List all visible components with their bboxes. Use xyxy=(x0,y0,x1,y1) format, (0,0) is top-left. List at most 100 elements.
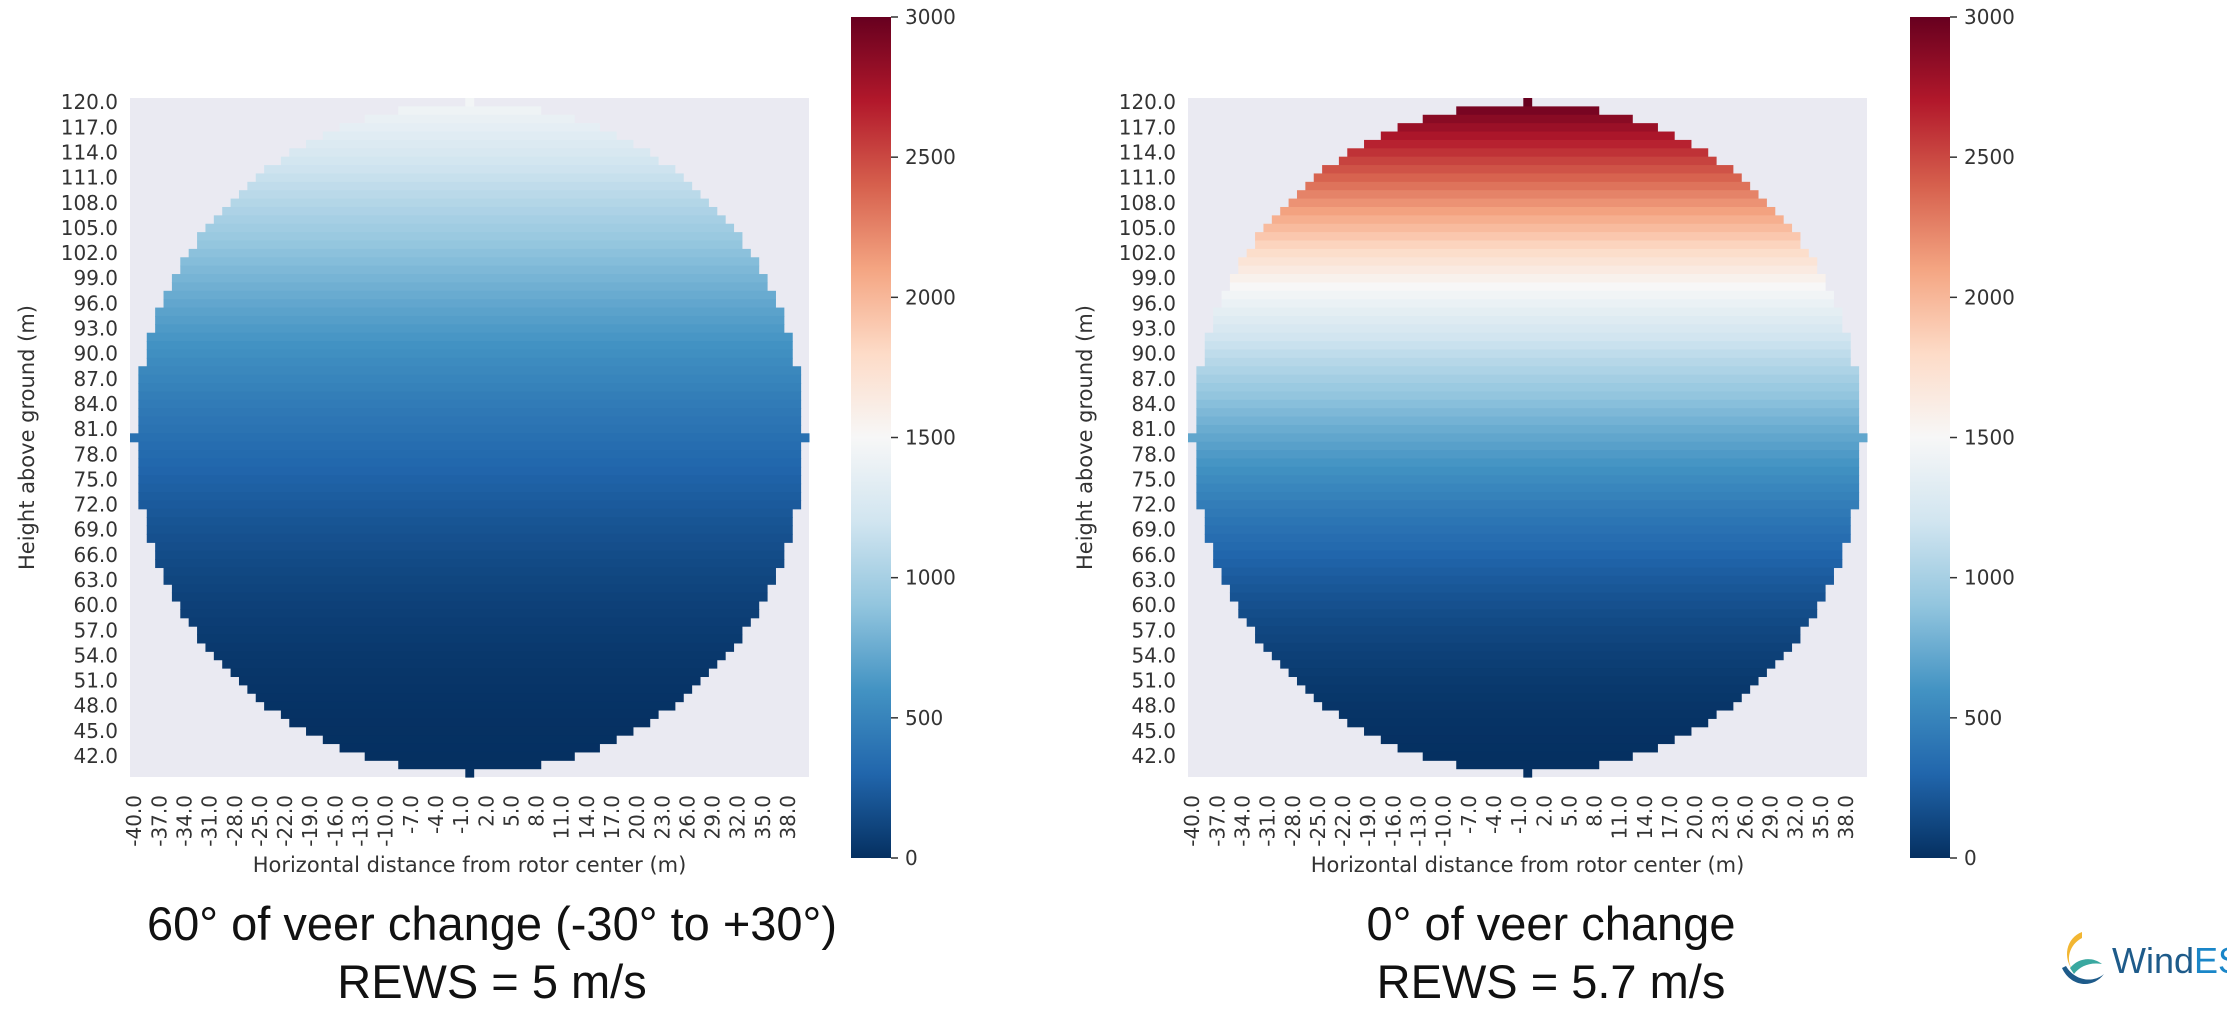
heatmap-row xyxy=(322,131,617,141)
heatmap-row xyxy=(163,575,776,585)
y-tick-label: 48.0 xyxy=(1131,694,1176,718)
heatmap-row xyxy=(180,600,760,610)
right-caption-line1: 0° of veer change xyxy=(1366,897,1736,950)
heatmap-row xyxy=(197,634,743,644)
y-tick-label: 69.0 xyxy=(1131,518,1176,542)
heatmap-row xyxy=(1422,751,1633,761)
heatmap-row xyxy=(1322,165,1734,175)
heatmap-row xyxy=(465,98,475,107)
heatmap-row xyxy=(1288,668,1767,678)
heatmap-row xyxy=(1204,533,1851,543)
x-tick-label: -13.0 xyxy=(1407,795,1431,847)
x-tick-label: -22.0 xyxy=(1331,795,1355,847)
colorbar-gradient xyxy=(1910,17,1950,858)
heatmap-row xyxy=(1196,366,1860,376)
heatmap-row xyxy=(138,441,802,451)
y-tick-label: 84.0 xyxy=(1131,392,1176,416)
y-tick-label: 63.0 xyxy=(73,568,118,592)
y-tick-label: 96.0 xyxy=(1131,291,1176,315)
heatmap-row xyxy=(1322,701,1734,711)
x-tick-label: -28.0 xyxy=(1281,795,1305,847)
heatmap-row xyxy=(280,709,659,719)
x-tick-label: 38.0 xyxy=(776,795,800,840)
heatmap-row xyxy=(339,743,600,753)
y-tick-label: 87.0 xyxy=(73,367,118,391)
y-tick-label: 90.0 xyxy=(73,342,118,366)
x-tick-label: 35.0 xyxy=(1809,795,1833,840)
x-tick-label: 38.0 xyxy=(1834,795,1858,840)
y-tick-label: 51.0 xyxy=(1131,669,1176,693)
heatmap-panel-right: 120.0117.0114.0111.0108.0105.0102.099.09… xyxy=(1073,5,2015,877)
heatmap-row xyxy=(247,684,693,694)
heatmap-row xyxy=(1229,282,1826,292)
y-tick-label: 87.0 xyxy=(1131,367,1176,391)
left-caption-line1: 60° of veer change (-30° to +30°) xyxy=(147,897,837,950)
heatmap-row xyxy=(1255,626,1801,636)
heatmap-row xyxy=(1280,659,1776,669)
heatmap-panel-left: 120.0117.0114.0111.0108.0105.0102.099.09… xyxy=(15,5,956,877)
y-tick-label: 90.0 xyxy=(1131,342,1176,366)
x-tick-label: 26.0 xyxy=(675,795,699,840)
x-tick-label: -4.0 xyxy=(1482,795,1506,834)
heatmap-row xyxy=(171,274,768,284)
colorbar: 0 500 1000 1500 2000 2500 3000 xyxy=(851,5,956,870)
heatmap-row xyxy=(1238,609,1818,619)
heatmap-row xyxy=(188,248,751,258)
heatmap-row xyxy=(398,760,542,770)
heatmap-row xyxy=(188,617,751,627)
heatmap-row xyxy=(1246,617,1809,627)
heatmap-row xyxy=(146,508,793,518)
x-tick-label: 8.0 xyxy=(1583,795,1607,827)
y-tick-label: 66.0 xyxy=(73,543,118,567)
colorbar-tick-label: 1500 xyxy=(905,426,956,450)
x-tick-label: -31.0 xyxy=(1256,795,1280,847)
heatmap-row xyxy=(264,165,676,175)
colorbar-tick-label: 1000 xyxy=(905,566,956,590)
colorbar-tick-label: 2500 xyxy=(1964,145,2015,169)
colorbar: 0 500 1000 1500 2000 2500 3000 xyxy=(1910,5,2015,870)
heatmap-row xyxy=(1380,735,1675,745)
heatmap-row xyxy=(1364,139,1692,149)
colorbar-tick-label: 0 xyxy=(905,846,918,870)
x-tick-label: -19.0 xyxy=(298,795,322,847)
heatmap-row xyxy=(1196,383,1860,392)
heatmap-row xyxy=(1338,709,1717,719)
heatmap-row xyxy=(230,198,709,208)
windesco-logo-text: WindESCo xyxy=(2112,940,2227,982)
heatmap-row xyxy=(1221,299,1834,309)
x-tick-label: -28.0 xyxy=(223,795,247,847)
x-tick-label: -37.0 xyxy=(1205,795,1229,847)
heatmap-row xyxy=(289,718,651,728)
logo-text-esco: ESCo xyxy=(2194,940,2227,981)
heatmap-row xyxy=(138,374,802,384)
y-tick-label: 60.0 xyxy=(1131,593,1176,617)
heatmap-row xyxy=(197,626,743,636)
heatmap-row xyxy=(155,542,785,552)
y-tick-label: 108.0 xyxy=(61,191,118,215)
heatmap-row xyxy=(155,307,785,317)
heatmap-row xyxy=(138,450,802,460)
x-tick-label: -10.0 xyxy=(374,795,398,847)
heatmap-row xyxy=(171,584,768,594)
y-tick-label: 57.0 xyxy=(73,618,118,642)
heatmap-row xyxy=(1213,550,1843,560)
heatmap-row xyxy=(264,701,676,711)
heatmap-row xyxy=(1188,433,1868,443)
x-tick-label: 5.0 xyxy=(499,795,523,827)
heatmap-row xyxy=(138,483,802,493)
y-tick-label: 54.0 xyxy=(1131,643,1176,667)
heatmap-row xyxy=(1271,651,1784,661)
x-tick-label: -1.0 xyxy=(449,795,473,834)
heatmap-row xyxy=(197,240,743,250)
y-axis-label: Height above ground (m) xyxy=(15,305,39,570)
heatmap-row xyxy=(138,458,802,468)
heatmap-row xyxy=(255,693,684,703)
heatmap-row xyxy=(1364,726,1692,736)
heatmap-row xyxy=(138,408,802,418)
x-tick-label: -34.0 xyxy=(1230,795,1254,847)
x-tick-label: 14.0 xyxy=(575,795,599,840)
x-tick-label: -40.0 xyxy=(1180,795,1204,847)
heatmap-row xyxy=(155,324,785,334)
heatmap-row xyxy=(1255,634,1801,644)
heatmap-row xyxy=(1196,441,1860,451)
